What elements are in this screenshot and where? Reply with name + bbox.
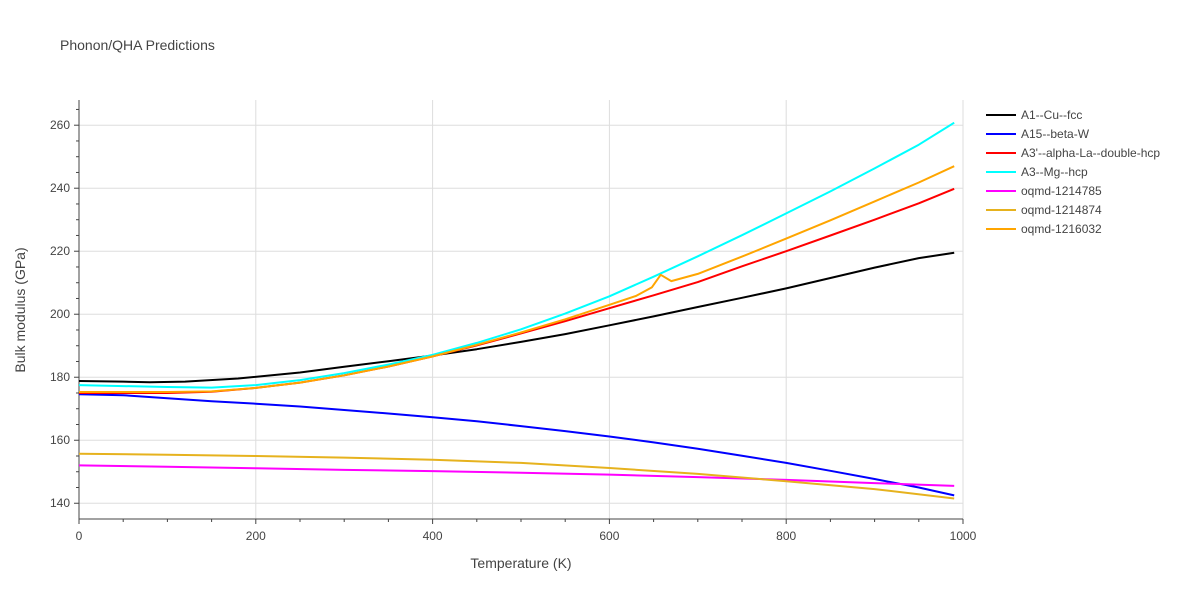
legend-item: oqmd-1214785	[986, 184, 1102, 198]
series-line-A3'--alpha-La--double-hcp	[79, 187, 955, 394]
series-line-A3--Mg--hcp	[78, 121, 955, 389]
legend-item: oqmd-1216032	[986, 222, 1102, 236]
legend-item: A15--beta-W	[986, 127, 1090, 141]
legend-item: A3'--alpha-La--double-hcp	[986, 146, 1160, 160]
y-tick-label: 260	[50, 118, 70, 132]
legend-label: A3--Mg--hcp	[1021, 165, 1088, 179]
x-tick-label: 1000	[950, 529, 977, 543]
grid-lines	[79, 100, 964, 519]
legend-item: A3--Mg--hcp	[986, 165, 1088, 179]
series-line-A15--beta-W	[78, 393, 955, 497]
tick-labels: 0 200 400 600 800 1000 140 160 180 200 220 240 260	[50, 118, 977, 543]
chart-title: Phonon/QHA Predictions	[60, 37, 215, 53]
x-axis-title: Temperature (K)	[470, 555, 571, 571]
series-line-oqmd-1214874	[78, 452, 955, 500]
y-tick-label: 240	[50, 181, 70, 195]
y-tick-label: 200	[50, 307, 70, 321]
y-tick-label: 140	[50, 496, 70, 510]
x-tick-label: 400	[423, 529, 443, 543]
legend-label: A15--beta-W	[1021, 127, 1090, 141]
legend-label: oqmd-1216032	[1021, 222, 1102, 236]
x-tick-label: 600	[599, 529, 619, 543]
legend-label: A3'--alpha-La--double-hcp	[1021, 146, 1160, 160]
x-tick-label: 0	[76, 529, 83, 543]
legend-label: oqmd-1214785	[1021, 184, 1102, 198]
x-tick-label: 200	[246, 529, 266, 543]
axes	[74, 100, 964, 524]
legend-item: oqmd-1214874	[986, 203, 1102, 217]
series-line-oqmd-1214785	[78, 464, 955, 487]
y-tick-label: 160	[50, 433, 70, 447]
y-axis-title: Bulk modulus (GPa)	[12, 247, 28, 372]
plot-area	[78, 121, 955, 500]
legend: A1--Cu--fcc A15--beta-W A3'--alpha-La--dou…	[986, 108, 1160, 236]
x-tick-label: 800	[776, 529, 796, 543]
series-line-A1--Cu--fcc	[78, 251, 955, 384]
y-tick-label: 220	[50, 244, 70, 258]
legend-label: oqmd-1214874	[1021, 203, 1102, 217]
series-line-oqmd-1216032	[79, 165, 955, 393]
legend-label: A1--Cu--fcc	[1021, 108, 1082, 122]
legend-item: A1--Cu--fcc	[986, 108, 1082, 122]
y-tick-label: 180	[50, 370, 70, 384]
